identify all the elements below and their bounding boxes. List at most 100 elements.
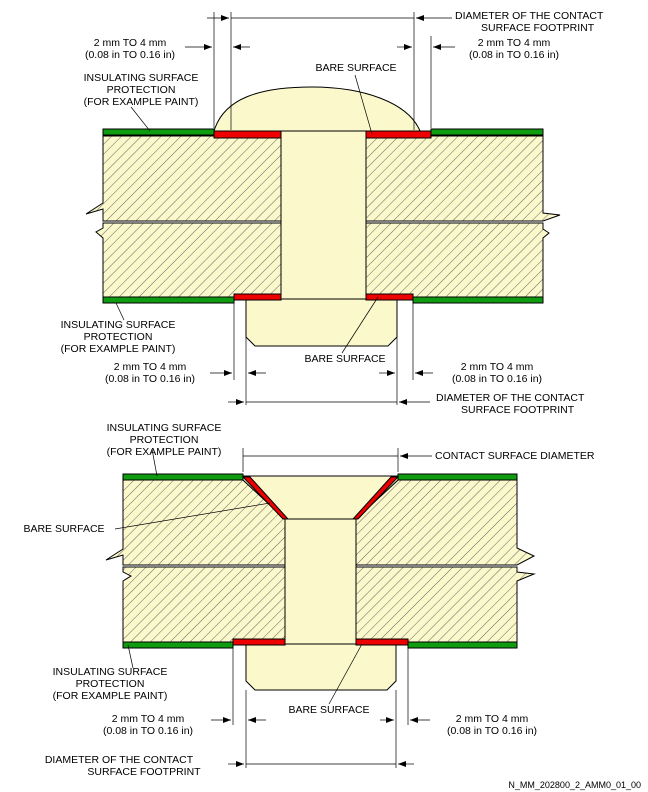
svg-text:(FOR EXAMPLE PAINT): (FOR EXAMPLE PAINT) xyxy=(61,343,176,355)
svg-text:2 mm TO 4 mm: 2 mm TO 4 mm xyxy=(114,361,187,373)
mid-dim-left-l1: 2 mm TO 4 mm xyxy=(114,361,187,373)
tail xyxy=(245,298,398,347)
cs-dim-right-l2: (0.08 in TO 0.16 in) xyxy=(447,725,537,737)
top-insul-l3: (FOR EXAMPLE PAINT) xyxy=(84,96,199,108)
svg-text:SURFACE FOOTPRINT: SURFACE FOOTPRINT xyxy=(461,404,575,416)
svg-text:(0.08 in TO 0.16 in): (0.08 in TO 0.16 in) xyxy=(103,725,193,737)
lower-plate-left xyxy=(95,222,282,299)
cs-insul-bot-l1: INSULATING SURFACE xyxy=(53,666,168,678)
svg-text:INSULATING SURFACE: INSULATING SURFACE xyxy=(61,319,176,331)
cs-paint-bot-left xyxy=(122,641,234,649)
cs-bare-bot-left xyxy=(232,638,286,646)
mid-dim-right-l1: 2 mm TO 4 mm xyxy=(461,361,534,373)
svg-text:BARE SURFACE: BARE SURFACE xyxy=(23,523,104,535)
cs-dia-footprint-l1: DIAMETER OF THE CONTACT xyxy=(45,754,194,766)
svg-text:DIAMETER OF THE CONTACT: DIAMETER OF THE CONTACT xyxy=(45,754,194,766)
cs-insul-bot-l3: (FOR EXAMPLE PAINT) xyxy=(53,690,168,702)
svg-text:CONTACT SURFACE DIAMETER: CONTACT SURFACE DIAMETER xyxy=(435,450,595,462)
svg-text:(0.08 in TO 0.16 in): (0.08 in TO 0.16 in) xyxy=(469,49,559,61)
cs-insul-bot-l2: PROTECTION xyxy=(76,678,145,690)
svg-text:INSULATING SURFACE: INSULATING SURFACE xyxy=(107,422,222,434)
paint-bot-left xyxy=(102,296,235,304)
top-dim-right-l1: 2 mm TO 4 mm xyxy=(478,37,551,49)
figure-round-head: DIAMETER OF THE CONTACT SURFACE FOOTPRIN… xyxy=(61,10,604,416)
svg-text:2 mm TO 4 mm: 2 mm TO 4 mm xyxy=(478,37,551,49)
top-bare-surface: BARE SURFACE xyxy=(315,62,396,74)
cs-bare-surface-top: BARE SURFACE xyxy=(23,523,104,535)
paint-top-right xyxy=(430,128,544,136)
cs-insul-top-l2: PROTECTION xyxy=(130,434,199,446)
svg-text:(0.08 in TO 0.16 in): (0.08 in TO 0.16 in) xyxy=(85,49,175,61)
svg-text:DIAMETER OF THE CONTACT: DIAMETER OF THE CONTACT xyxy=(436,392,585,404)
svg-text:PROTECTION: PROTECTION xyxy=(107,84,176,96)
cs-insul-top-l1: INSULATING SURFACE xyxy=(107,422,222,434)
svg-text:(0.08 in TO 0.16 in): (0.08 in TO 0.16 in) xyxy=(105,373,195,385)
svg-text:(FOR EXAMPLE PAINT): (FOR EXAMPLE PAINT) xyxy=(107,446,222,458)
svg-text:(0.08 in TO 0.16 in): (0.08 in TO 0.16 in) xyxy=(447,725,537,737)
mid-dim-right-l2: (0.08 in TO 0.16 in) xyxy=(452,373,542,385)
mid-dim-left-l2: (0.08 in TO 0.16 in) xyxy=(105,373,195,385)
cs-dim-left-l1: 2 mm TO 4 mm xyxy=(112,713,185,725)
svg-text:BARE SURFACE: BARE SURFACE xyxy=(288,704,369,716)
cs-paint-bot-right xyxy=(407,641,518,649)
cs-dim-left-l2: (0.08 in TO 0.16 in) xyxy=(103,725,193,737)
svg-text:(0.08 in TO 0.16 in): (0.08 in TO 0.16 in) xyxy=(452,373,542,385)
cs-lower-plate-right xyxy=(355,566,536,644)
svg-text:PROTECTION: PROTECTION xyxy=(76,678,145,690)
svg-text:PROTECTION: PROTECTION xyxy=(84,331,153,343)
svg-text:N_MM_202800_2_AMM0_01_00: N_MM_202800_2_AMM0_01_00 xyxy=(508,780,641,790)
cs-contact-surface-diameter: CONTACT SURFACE DIAMETER xyxy=(435,450,595,462)
cs-dim-right-l1: 2 mm TO 4 mm xyxy=(456,713,529,725)
top-dia-footprint-l1: DIAMETER OF THE CONTACT xyxy=(455,10,604,22)
svg-text:SURFACE FOOTPRINT: SURFACE FOOTPRINT xyxy=(481,22,595,34)
bare-top-left xyxy=(213,130,282,139)
cs-paint-top-right xyxy=(397,473,518,481)
cs-lower-plate-left xyxy=(122,566,286,644)
svg-text:SURFACE FOOTPRINT: SURFACE FOOTPRINT xyxy=(87,766,201,778)
upper-plate-right xyxy=(365,135,561,222)
svg-text:INSULATING SURFACE: INSULATING SURFACE xyxy=(53,666,168,678)
mid-insul-l2: PROTECTION xyxy=(84,331,153,343)
svg-text:(FOR EXAMPLE PAINT): (FOR EXAMPLE PAINT) xyxy=(53,690,168,702)
top-insul-l1: INSULATING SURFACE xyxy=(84,72,199,84)
svg-text:2 mm TO 4 mm: 2 mm TO 4 mm xyxy=(461,361,534,373)
bare-top-right xyxy=(365,130,432,139)
cs-dia-footprint-l2: SURFACE FOOTPRINT xyxy=(87,766,201,778)
shank xyxy=(280,130,367,300)
bare-bot-left xyxy=(233,293,282,301)
top-dim-right-l2: (0.08 in TO 0.16 in) xyxy=(469,49,559,61)
upper-plate-left xyxy=(85,135,282,222)
svg-text:(FOR EXAMPLE PAINT): (FOR EXAMPLE PAINT) xyxy=(84,96,199,108)
bare-bot-right xyxy=(365,293,414,301)
paint-top-left xyxy=(102,128,215,136)
top-insul-l2: PROTECTION xyxy=(107,84,176,96)
cs-bare-surface-bot: BARE SURFACE xyxy=(288,704,369,716)
paint-bot-right xyxy=(412,296,544,304)
cs-shank xyxy=(284,518,357,645)
svg-text:2 mm TO 4 mm: 2 mm TO 4 mm xyxy=(456,713,529,725)
cs-paint-top-left xyxy=(122,473,244,481)
svg-text:PROTECTION: PROTECTION xyxy=(130,434,199,446)
lower-plate-right xyxy=(365,222,550,299)
cs-bare-bot-right xyxy=(355,638,409,646)
svg-text:BARE SURFACE: BARE SURFACE xyxy=(304,353,385,365)
top-dia-footprint-l2: SURFACE FOOTPRINT xyxy=(481,22,595,34)
mid-dia-footprint-l1: DIAMETER OF THE CONTACT xyxy=(436,392,585,404)
cs-insul-top-l3: (FOR EXAMPLE PAINT) xyxy=(107,446,222,458)
top-dim-left-l1: 2 mm TO 4 mm xyxy=(94,37,167,49)
cs-tail xyxy=(245,643,397,691)
svg-text:2 mm TO 4 mm: 2 mm TO 4 mm xyxy=(94,37,167,49)
svg-text:DIAMETER OF THE CONTACT: DIAMETER OF THE CONTACT xyxy=(455,10,604,22)
mid-insul-l1: INSULATING SURFACE xyxy=(61,319,176,331)
cs-bare-cone-right xyxy=(351,476,400,520)
round-head xyxy=(213,86,421,132)
top-dim-left-l2: (0.08 in TO 0.16 in) xyxy=(85,49,175,61)
figure-reference: N_MM_202800_2_AMM0_01_00 xyxy=(508,780,641,790)
svg-text:INSULATING SURFACE: INSULATING SURFACE xyxy=(84,72,199,84)
figure-countersunk: INSULATING SURFACE PROTECTION (FOR EXAMP… xyxy=(23,422,594,778)
mid-insul-l3: (FOR EXAMPLE PAINT) xyxy=(61,343,176,355)
svg-text:2 mm TO 4 mm: 2 mm TO 4 mm xyxy=(112,713,185,725)
mid-dia-footprint-l2: SURFACE FOOTPRINT xyxy=(461,404,575,416)
